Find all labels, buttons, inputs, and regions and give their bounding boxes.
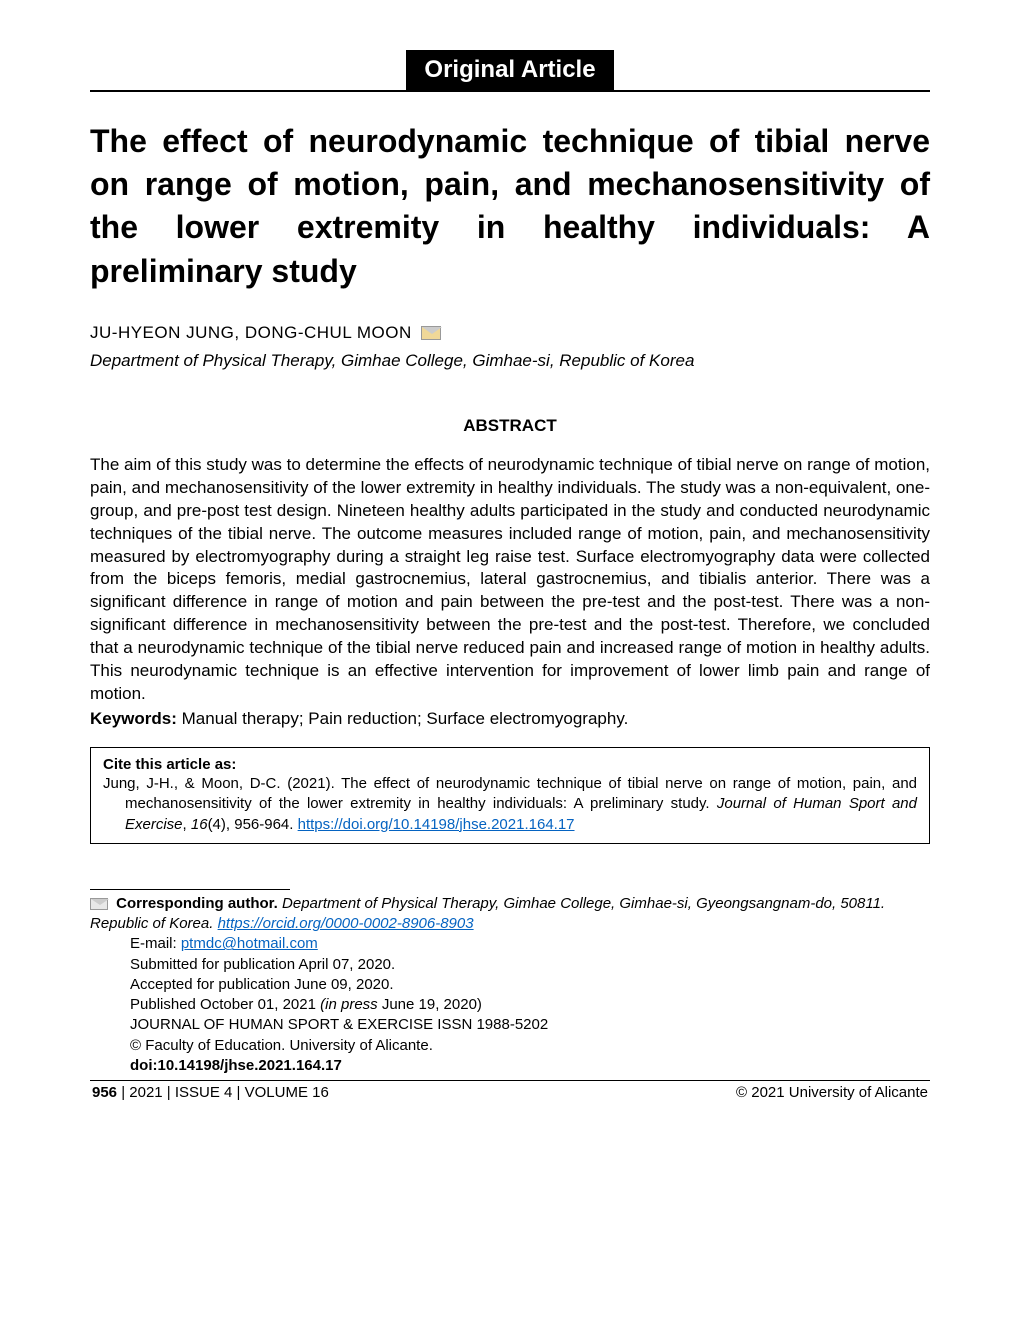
article-type-label: Original Article xyxy=(406,50,613,90)
corresponding-label: Corresponding author. xyxy=(116,895,282,912)
article-type-bar: Original Article xyxy=(90,50,930,92)
corresponding-line1: Corresponding author. Department of Phys… xyxy=(90,894,930,935)
corresponding-block: Corresponding author. Department of Phys… xyxy=(90,894,930,1076)
citation-text-mid: , xyxy=(183,816,191,833)
footnote-divider xyxy=(90,889,290,890)
keywords-line: Keywords: Manual therapy; Pain reduction… xyxy=(90,709,930,729)
affiliation: Department of Physical Therapy, Gimhae C… xyxy=(90,351,930,371)
copyright-line: © Faculty of Education. University of Al… xyxy=(90,1036,930,1056)
doi-line: doi:10.14198/jhse.2021.164.17 xyxy=(90,1056,930,1076)
abstract-text: The aim of this study was to determine t… xyxy=(90,454,930,706)
citation-box: Cite this article as: Jung, J-H., & Moon… xyxy=(90,747,930,844)
mail-icon xyxy=(421,326,441,340)
in-press: (in press xyxy=(320,996,378,1013)
published-prefix: Published October 01, 2021 xyxy=(130,996,320,1013)
citation-text: Jung, J-H., & Moon, D-C. (2021). The eff… xyxy=(103,774,917,835)
published-line: Published October 01, 2021 (in press Jun… xyxy=(90,995,930,1015)
footer-left: 956 | 2021 | ISSUE 4 | VOLUME 16 xyxy=(92,1084,329,1101)
orcid-link[interactable]: https://orcid.org/0000-0002-8906-8903 xyxy=(218,915,474,932)
email-label: E-mail: xyxy=(130,935,181,952)
citation-after-vol: (4), 956-964. xyxy=(208,816,298,833)
footer-right: © 2021 University of Alicante xyxy=(736,1084,928,1101)
email-line: E-mail: ptmdc@hotmail.com xyxy=(90,934,930,954)
email-link[interactable]: ptmdc@hotmail.com xyxy=(181,935,318,952)
keywords-text: Manual therapy; Pain reduction; Surface … xyxy=(177,709,628,728)
authors-names: JU-HYEON JUNG, DONG-CHUL MOON xyxy=(90,323,412,342)
authors-line: JU-HYEON JUNG, DONG-CHUL MOON xyxy=(90,323,930,343)
footer-issue: | 2021 | ISSUE 4 | VOLUME 16 xyxy=(117,1084,329,1101)
citation-volume: 16 xyxy=(191,816,208,833)
published-suffix: June 19, 2020) xyxy=(378,996,482,1013)
citation-doi-link[interactable]: https://doi.org/10.14198/jhse.2021.164.1… xyxy=(298,816,575,833)
mail-icon xyxy=(90,898,108,910)
article-title: The effect of neurodynamic technique of … xyxy=(90,120,930,293)
page-number: 956 xyxy=(92,1084,117,1101)
journal-issn: JOURNAL OF HUMAN SPORT & EXERCISE ISSN 1… xyxy=(90,1015,930,1035)
accepted-line: Accepted for publication June 09, 2020. xyxy=(90,975,930,995)
submitted-line: Submitted for publication April 07, 2020… xyxy=(90,955,930,975)
cite-label: Cite this article as: xyxy=(103,756,917,773)
page-footer: 956 | 2021 | ISSUE 4 | VOLUME 16 © 2021 … xyxy=(90,1081,930,1101)
abstract-heading: ABSTRACT xyxy=(90,416,930,436)
keywords-label: Keywords: xyxy=(90,709,177,728)
